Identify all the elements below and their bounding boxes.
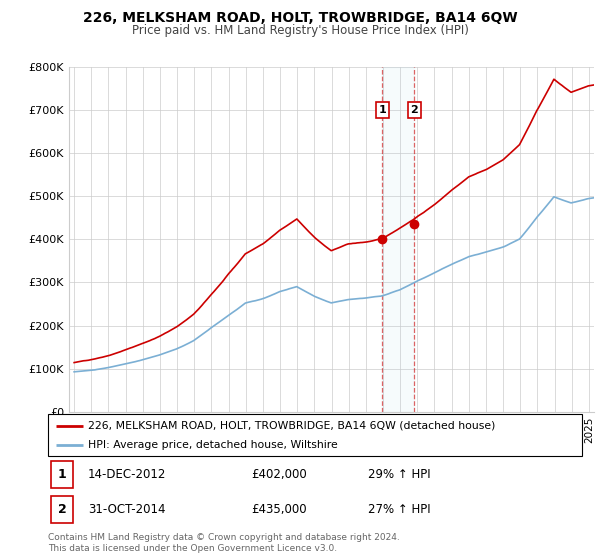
FancyBboxPatch shape [50,496,73,523]
Text: 14-DEC-2012: 14-DEC-2012 [88,468,166,481]
Text: £435,000: £435,000 [251,503,307,516]
Bar [382,67,415,412]
Text: 1: 1 [379,105,386,115]
Text: HPI: Average price, detached house, Wiltshire: HPI: Average price, detached house, Wilt… [88,440,338,450]
FancyBboxPatch shape [50,461,73,488]
Text: 29% ↑ HPI: 29% ↑ HPI [368,468,431,481]
Text: 226, MELKSHAM ROAD, HOLT, TROWBRIDGE, BA14 6QW: 226, MELKSHAM ROAD, HOLT, TROWBRIDGE, BA… [83,11,517,25]
Text: 1: 1 [58,468,66,481]
Text: 226, MELKSHAM ROAD, HOLT, TROWBRIDGE, BA14 6QW (detached house): 226, MELKSHAM ROAD, HOLT, TROWBRIDGE, BA… [88,421,496,431]
Text: 2: 2 [410,105,418,115]
Text: 2: 2 [58,503,66,516]
Text: £402,000: £402,000 [251,468,307,481]
Text: Contains HM Land Registry data © Crown copyright and database right 2024.
This d: Contains HM Land Registry data © Crown c… [48,533,400,553]
Text: 31-OCT-2014: 31-OCT-2014 [88,503,166,516]
Text: 27% ↑ HPI: 27% ↑ HPI [368,503,431,516]
FancyBboxPatch shape [48,414,582,456]
Text: Price paid vs. HM Land Registry's House Price Index (HPI): Price paid vs. HM Land Registry's House … [131,24,469,36]
